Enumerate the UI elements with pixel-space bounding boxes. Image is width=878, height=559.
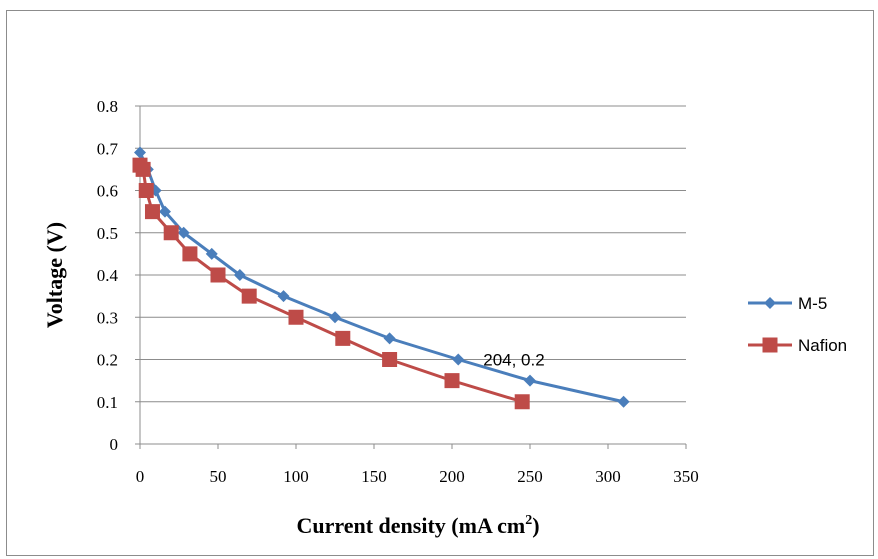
series-group [132, 146, 630, 410]
y-tick-label: 0.1 [97, 393, 118, 412]
data-point [135, 161, 151, 177]
y-tick-labels: 0 0.1 0.2 0.3 0.4 0.5 0.6 0.7 0.8 [97, 97, 119, 454]
series-m-5 [134, 146, 630, 408]
legend: M-5 Nafion [748, 294, 847, 355]
legend-marker [762, 337, 778, 353]
legend-marker [764, 297, 776, 309]
data-point [205, 247, 218, 260]
data-point [329, 311, 341, 324]
y-axis-title: Voltage (V) [42, 222, 67, 328]
data-point [158, 205, 171, 218]
x-axis-title: Current density (mA cm2) [296, 513, 539, 538]
data-point [233, 269, 246, 281]
y-tick-label: 0.7 [97, 139, 119, 158]
x-tick-label: 0 [136, 467, 145, 486]
x-axis-title-superscript: 2 [525, 513, 532, 528]
legend-entry: M-5 [748, 294, 827, 313]
y-tick-label: 0.5 [97, 224, 118, 243]
data-point [134, 146, 146, 159]
series-nafion [132, 157, 530, 410]
y-tick-label: 0.4 [97, 266, 119, 285]
legend-entry: Nafion [748, 336, 847, 355]
data-point [163, 225, 179, 241]
x-tick-labels: 0 50 100 150 200 250 300 350 [136, 467, 699, 486]
y-tick-label: 0 [110, 435, 119, 454]
chart-frame [6, 10, 874, 556]
data-point [524, 374, 536, 387]
data-label: 204, 0.2 [483, 351, 544, 370]
x-tick-label: 300 [595, 467, 621, 486]
x-tick-label: 200 [439, 467, 465, 486]
annotations: 204, 0.2 [483, 351, 544, 370]
y-tick-label: 0.6 [97, 182, 118, 201]
data-point [617, 395, 630, 408]
legend-label: M-5 [798, 294, 827, 313]
data-point [382, 352, 398, 367]
data-point [335, 330, 351, 346]
x-tick-label: 150 [361, 467, 387, 486]
data-point [210, 267, 226, 283]
data-point [144, 204, 160, 220]
data-point [288, 309, 304, 325]
data-point [177, 226, 190, 239]
y-tick-label: 0.3 [97, 308, 118, 327]
data-point [514, 394, 530, 410]
data-point [444, 373, 460, 389]
y-tick-label: 0.2 [97, 351, 118, 370]
x-tick-label: 350 [673, 467, 699, 486]
x-tick-label: 50 [210, 467, 227, 486]
data-point [182, 246, 198, 262]
data-point [277, 290, 290, 303]
x-tick-label: 100 [283, 467, 309, 486]
x-axis-title-end: ) [532, 513, 539, 538]
x-tick-label: 250 [517, 467, 543, 486]
legend-label: Nafion [798, 336, 847, 355]
x-axis-title-main: Current density (mA cm [296, 513, 525, 538]
y-tick-label: 0.8 [97, 97, 118, 116]
data-point [138, 183, 154, 198]
data-point [383, 332, 396, 345]
gridlines [140, 105, 686, 403]
data-point [452, 353, 465, 366]
series-line [138, 164, 523, 404]
data-point [241, 288, 257, 304]
